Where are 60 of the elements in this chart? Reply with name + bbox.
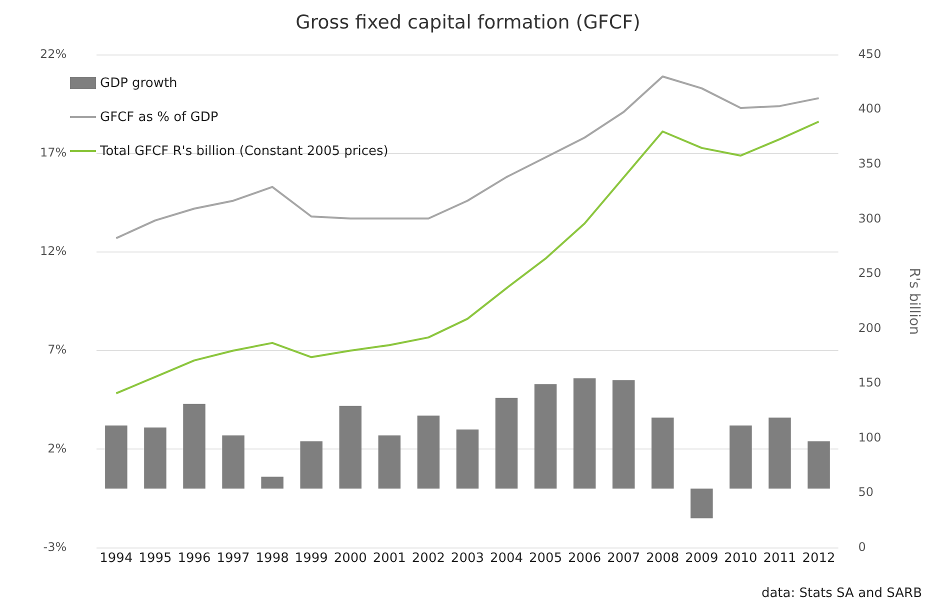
y2-tick-label: 350	[858, 156, 882, 170]
bar	[690, 488, 713, 518]
y-tick-label: 7%	[48, 342, 67, 357]
y2-axis-title: R's billion	[906, 268, 922, 335]
y-tick-label: 12%	[40, 244, 67, 258]
bar	[495, 398, 518, 489]
x-tick-label: 2008	[646, 550, 680, 566]
y-tick-label: 22%	[40, 46, 67, 61]
bar	[183, 404, 206, 489]
x-tick-label: 2000	[334, 550, 367, 566]
x-tick-label: 2007	[607, 550, 640, 566]
legend-label: GDP growth	[100, 76, 178, 90]
bar	[144, 428, 166, 489]
y-tick-label: -3%	[43, 540, 67, 554]
bar	[808, 441, 830, 489]
bar	[573, 378, 596, 489]
y2-tick-label: 100	[858, 430, 882, 444]
x-tick-label: 2010	[724, 550, 758, 566]
x-tick-label: 2005	[529, 550, 562, 566]
x-tick-label: 2006	[568, 550, 602, 566]
y2-tick-label: 400	[858, 102, 882, 116]
x-tick-label: 1995	[138, 550, 172, 566]
x-tick-label: 1998	[256, 550, 289, 566]
y2-tick-label: 300	[858, 211, 882, 226]
bar	[261, 476, 284, 489]
y2-tick-label: 150	[858, 376, 882, 390]
bar	[222, 435, 244, 489]
bar	[417, 416, 440, 489]
x-tick-label: 1996	[178, 550, 211, 566]
chart-title: Gross fixed capital formation (GFCF)	[296, 11, 640, 34]
x-tick-label: 2001	[372, 550, 406, 566]
x-tick-label: 2012	[802, 550, 836, 566]
bar	[300, 441, 322, 489]
y2-tick-label: 250	[858, 266, 882, 280]
bar	[339, 406, 362, 489]
x-tick-label: 1997	[216, 550, 250, 566]
x-tick-label: 2003	[450, 550, 484, 566]
bar	[378, 435, 401, 489]
y-tick-label: 2%	[48, 441, 67, 456]
y2-tick-label: 200	[858, 320, 882, 335]
bar	[768, 418, 791, 489]
x-tick-label: 1999	[294, 550, 328, 566]
bar	[652, 418, 674, 489]
y-tick-label: 17%	[40, 146, 67, 160]
x-tick-label: 2011	[763, 550, 796, 566]
bar	[534, 384, 557, 489]
y2-tick-label: 450	[858, 46, 882, 61]
bar	[105, 426, 128, 489]
bar	[612, 380, 635, 489]
legend-label: GFCF as % of GDP	[100, 110, 218, 124]
x-tick-label: 1994	[100, 550, 133, 566]
x-tick-label: 2009	[685, 550, 718, 566]
x-tick-label: 2004	[490, 550, 524, 566]
y2-tick-label: 50	[858, 485, 874, 500]
y2-tick-label: 0	[858, 540, 866, 554]
bar	[456, 429, 479, 489]
bar	[730, 426, 752, 489]
text: data: Stats SA and SARB	[761, 586, 922, 601]
x-tick-label: 2002	[412, 550, 445, 566]
legend-label: Total GFCF R's billion (Constant 2005 prices)	[100, 144, 388, 158]
